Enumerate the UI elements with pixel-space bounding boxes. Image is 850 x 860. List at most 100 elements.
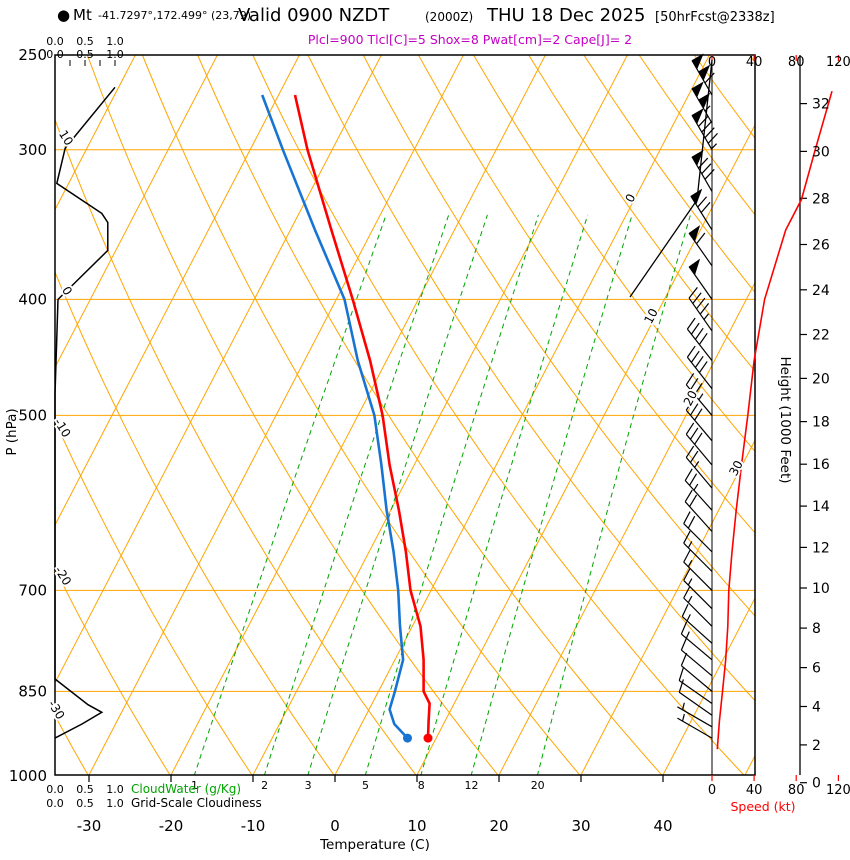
cloudwater-scale-label-top: 1.0 xyxy=(106,35,124,48)
dry-adiabat-line xyxy=(55,270,335,775)
height-tick-label: 30 xyxy=(812,144,830,160)
isotherm-line xyxy=(334,55,710,775)
wind-barb-full xyxy=(680,637,688,651)
height-tick-label: 6 xyxy=(812,661,821,677)
station-bullet-icon: ● xyxy=(57,6,70,24)
wind-barb xyxy=(688,258,713,300)
wind-barb-staff xyxy=(685,384,713,416)
speed-tick-label-top: 80 xyxy=(788,55,805,70)
wind-barb-full xyxy=(684,489,693,503)
wind-barb-staff xyxy=(678,691,713,716)
wind-barb xyxy=(684,489,713,532)
station-name: Mt xyxy=(73,6,92,24)
wind-barb-half xyxy=(687,560,693,568)
wind-barb xyxy=(683,568,713,610)
wind-barb xyxy=(683,530,713,572)
wind-barb-full xyxy=(683,585,691,599)
wind-barb-half xyxy=(703,313,710,320)
wind-barb-staff xyxy=(677,706,713,728)
speed-tick-label-bottom: 0 xyxy=(708,783,716,798)
wind-barb-full xyxy=(697,196,708,208)
temperature-axis-title: Temperature (C) xyxy=(319,837,430,853)
wind-barb-full xyxy=(685,445,695,458)
speed-tick-label-bottom: 40 xyxy=(746,783,763,798)
speed-tick-label-bottom: 80 xyxy=(788,783,805,798)
wind-barb xyxy=(686,317,713,362)
wind-barb-full xyxy=(683,530,691,544)
wind-barb-full xyxy=(694,383,703,396)
wind-barb-full xyxy=(696,297,706,310)
wind-barb-staff xyxy=(683,542,713,572)
isotherm-line xyxy=(88,55,464,775)
wind-barb-half xyxy=(681,702,685,710)
valid-date-label: THU 18 Dec 2025 xyxy=(486,5,645,26)
height-tick-label: 4 xyxy=(812,700,821,716)
wind-barb-full xyxy=(689,450,699,463)
mixing-ratio-line xyxy=(470,214,633,775)
cloudwater-scale-label-bottom: 0.0 xyxy=(46,783,64,796)
wind-barb-full xyxy=(698,361,708,373)
height-tick-label: 8 xyxy=(812,621,821,637)
mixing-ratio-label: 8 xyxy=(418,779,425,792)
cloudiness-curve xyxy=(54,86,116,739)
wind-barb-full xyxy=(689,427,699,440)
wind-barb-staff xyxy=(681,633,713,661)
mixing-ratio-line xyxy=(193,214,387,775)
wind-barb-staff xyxy=(678,680,713,704)
valid-time-label: Valid 0900 NZDT xyxy=(238,5,390,26)
wind-barb-full xyxy=(698,332,708,345)
pressure-tick-label: 250 xyxy=(18,46,47,64)
upper-right-boundary-line xyxy=(629,59,713,298)
temperature-tick-label: 40 xyxy=(653,817,672,835)
wind-barb-flag xyxy=(691,81,704,98)
speed-tick-label-top: 0 xyxy=(708,55,716,70)
wind-barb-half xyxy=(687,541,693,549)
wind-barb-full xyxy=(689,473,698,486)
isotherm-line xyxy=(170,55,546,775)
temperature-tick-label: 30 xyxy=(571,817,590,835)
wind-barb-staff xyxy=(686,356,713,390)
height-tick-label: 12 xyxy=(812,540,830,556)
dry-adiabat-line xyxy=(55,420,253,775)
dry-adiabat-line xyxy=(583,55,755,294)
wind-barb-flag xyxy=(690,188,703,206)
height-tick-label: 14 xyxy=(812,499,830,515)
wind-barb-flag xyxy=(691,149,704,167)
wind-barb-flag xyxy=(698,92,711,109)
wind-barb xyxy=(685,373,713,416)
isotherm-line xyxy=(55,55,382,684)
wind-barb-flag xyxy=(698,64,711,81)
wind-barb-half xyxy=(681,713,685,722)
dry-adiabat-line xyxy=(307,55,755,702)
wind-barb xyxy=(691,108,718,151)
dry-adiabat-line xyxy=(197,55,663,775)
wind-barb-staff xyxy=(688,297,713,332)
forecast-lead-label: [50hrFcst@2338z] xyxy=(655,10,775,25)
temperature-tick-label: -30 xyxy=(77,817,102,835)
wind-speed-curve xyxy=(716,90,833,750)
theta-value-label: -30 xyxy=(45,698,67,722)
wind-barb-full xyxy=(698,116,709,127)
pressure-tick-label: 700 xyxy=(18,581,47,599)
wind-barb-full xyxy=(690,350,700,363)
isotherm-line xyxy=(252,55,628,775)
wind-barb-half xyxy=(694,461,700,468)
cloudiness-scale-label-top: 0.5 xyxy=(76,48,94,61)
wind-barb-full xyxy=(689,378,699,391)
wind-barb-full xyxy=(701,163,712,175)
wind-barb-full xyxy=(700,201,711,213)
wind-barb xyxy=(678,667,713,704)
isotherm-line xyxy=(416,123,755,775)
cloudwater-scale-label-top: 0.5 xyxy=(76,35,94,48)
wind-barb xyxy=(691,53,715,96)
cloudiness-scale-label-bottom: 0.0 xyxy=(46,797,64,810)
wind-barb-staff xyxy=(685,457,713,489)
mixing-ratio-label: 1 xyxy=(191,779,198,792)
pressure-tick-label: 500 xyxy=(18,406,47,424)
height-tick-label: 10 xyxy=(812,581,830,597)
wind-barb-full xyxy=(688,287,698,299)
wind-barb xyxy=(678,679,713,716)
dry-adiabat-line xyxy=(362,55,755,617)
wind-barb xyxy=(688,224,713,267)
